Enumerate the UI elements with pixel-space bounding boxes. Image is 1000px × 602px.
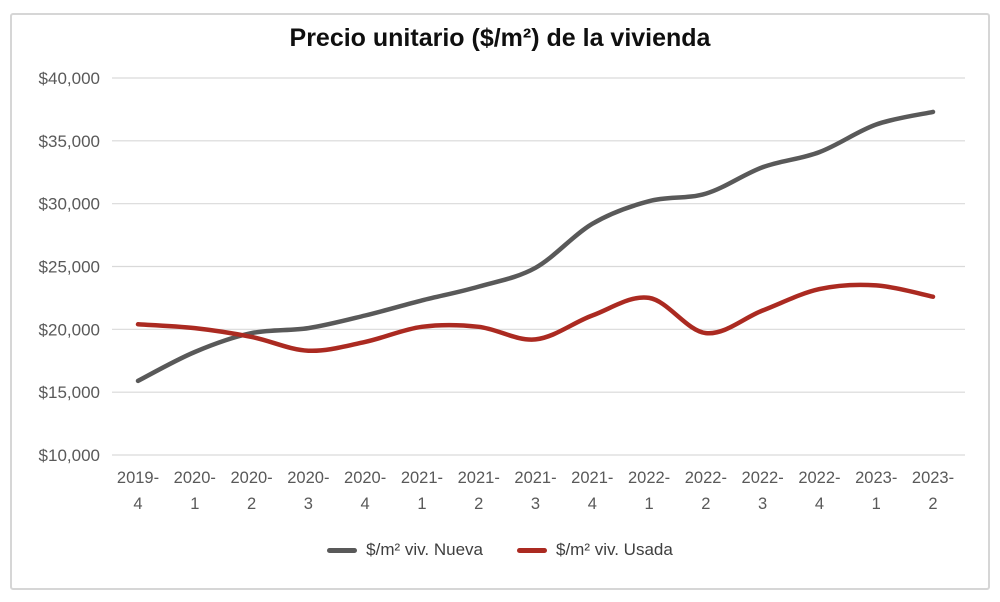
x-tick-label: 1: [417, 495, 426, 513]
x-tick-label: 1: [872, 495, 881, 513]
x-tick-label: 2022-: [798, 469, 840, 487]
x-tick-label: 2020-: [344, 469, 386, 487]
x-tick-label: 2021-: [514, 469, 556, 487]
x-tick-label: 4: [815, 495, 824, 513]
x-tick-label: 2022-: [685, 469, 727, 487]
x-tick-label: 2020-: [287, 469, 329, 487]
legend-item-nueva: $/m² viv. Nueva: [327, 540, 483, 560]
x-tick-label: 2019-: [117, 469, 159, 487]
x-tick-label: 3: [758, 495, 767, 513]
series-line-usada: [135, 282, 936, 353]
legend-swatch-nueva-icon: [327, 547, 358, 553]
x-tick-label: 4: [361, 495, 370, 513]
x-tick-label: 2020-: [174, 469, 216, 487]
x-tick-label: 2023-: [912, 469, 954, 487]
y-tick-label: $35,000: [39, 132, 100, 151]
x-tick-label: 2020-: [230, 469, 272, 487]
y-tick-label: $20,000: [39, 320, 100, 339]
series-line-nueva: [135, 109, 936, 384]
x-tick-label: 4: [588, 495, 597, 513]
x-tick-label: 2021-: [458, 469, 500, 487]
x-tick-label: 3: [304, 495, 313, 513]
x-tick-label: 2023-: [855, 469, 897, 487]
y-tick-label: $40,000: [39, 69, 100, 88]
y-tick-label: $15,000: [39, 383, 100, 402]
chart-frame: [10, 13, 990, 590]
legend-label-usada: $/m² viv. Usada: [556, 540, 673, 559]
chart-title: Precio unitario ($/m²) de la vivienda: [289, 24, 711, 52]
chart-legend: $/m² viv. Nueva $/m² viv. Usada: [0, 540, 1000, 560]
y-tick-label: $30,000: [39, 195, 100, 214]
x-tick-label: 2: [928, 495, 937, 513]
y-tick-label: $10,000: [39, 446, 100, 465]
y-tick-label: $25,000: [39, 258, 100, 277]
x-tick-label: 1: [644, 495, 653, 513]
x-tick-label: 1: [190, 495, 199, 513]
x-tick-label: 2: [247, 495, 256, 513]
x-tick-label: 4: [133, 495, 142, 513]
x-tick-label: 2: [474, 495, 483, 513]
x-tick-label: 2021-: [401, 469, 443, 487]
x-tick-label: 2021-: [571, 469, 613, 487]
x-tick-label: 3: [531, 495, 540, 513]
x-tick-label: 2: [701, 495, 710, 513]
x-tick-label: 2022-: [742, 469, 784, 487]
x-tick-label: 2022-: [628, 469, 670, 487]
legend-label-nueva: $/m² viv. Nueva: [366, 540, 483, 559]
legend-swatch-usada-icon: [517, 547, 547, 553]
legend-item-usada: $/m² viv. Usada: [517, 540, 673, 560]
